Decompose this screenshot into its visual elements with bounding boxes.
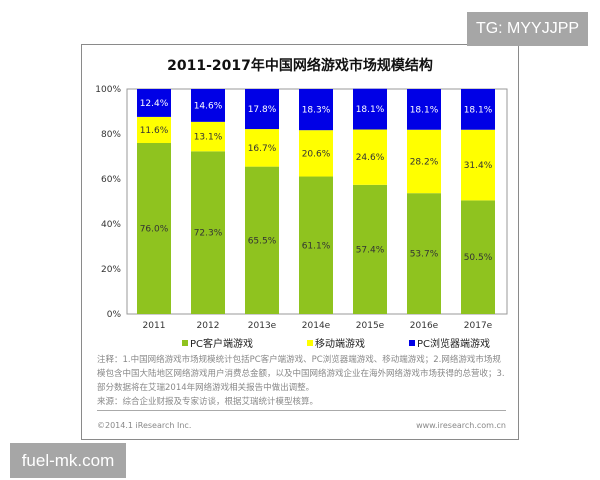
website-link[interactable]: www.iresearch.com.cn	[416, 421, 506, 430]
x-tick-label: 2012	[197, 321, 220, 331]
y-tick-label: 40%	[101, 220, 121, 230]
bar-segment	[407, 89, 441, 130]
data-label: 72.3%	[194, 229, 223, 239]
bar-segment	[191, 89, 225, 122]
x-tick-label: 2017e	[464, 321, 493, 331]
bar-segment	[299, 89, 333, 131]
x-tick-label: 2013e	[248, 321, 277, 331]
data-label: 12.4%	[140, 99, 169, 109]
bar-segment	[407, 193, 441, 314]
divider	[97, 410, 506, 411]
data-label: 65.5%	[248, 236, 277, 246]
bar-segment	[299, 176, 333, 314]
bar-segment	[353, 129, 387, 185]
legend-item-pc-client: PC客户端游戏	[182, 335, 253, 350]
copyright: ©2014.1 iResearch Inc.	[97, 421, 192, 430]
y-tick-label: 100%	[95, 85, 121, 95]
data-label: 16.7%	[248, 144, 277, 154]
bar-segment	[353, 88, 387, 130]
bar-segment	[137, 143, 171, 314]
data-label: 50.5%	[464, 253, 493, 263]
bar-segment	[191, 151, 225, 314]
x-tick-label: 2014e	[302, 321, 331, 331]
data-label: 13.1%	[194, 133, 223, 143]
bar-segment	[299, 130, 333, 177]
legend-swatch	[182, 339, 188, 346]
legend-label: PC浏览器端游戏	[417, 339, 491, 350]
bar-segment	[137, 116, 171, 143]
data-label: 61.1%	[302, 241, 331, 251]
bar-segment	[191, 121, 225, 152]
data-label: 18.3%	[302, 106, 331, 116]
bar-segment	[461, 200, 495, 314]
watermark-tg: TG: MYYJJPP	[467, 12, 588, 46]
data-label: 18.1%	[410, 105, 439, 115]
watermark-site: fuel-mk.com	[10, 443, 126, 478]
legend-item-pc-browser: PC浏览器端游戏	[409, 335, 490, 350]
notes: 注释：1.中国网络游戏市场规模统计包括PC客户端游戏、PC浏览器端游戏、移动端游…	[97, 353, 506, 409]
legend-label: PC客户端游戏	[190, 339, 254, 350]
source-text: 来源：综合企业财报及专家访谈，根据艾瑞统计模型核算。	[97, 397, 319, 407]
data-label: 18.1%	[356, 105, 385, 115]
chart-plot: 0% 20% 40% 60% 80% 100% 76.0% 11.6% 12.4% 2011 72.…	[95, 85, 508, 331]
data-label: 76.0%	[140, 225, 169, 235]
y-tick-label: 80%	[101, 130, 121, 140]
bar-segment	[461, 89, 495, 130]
note-text: 注释：1.中国网络游戏市场规模统计包括PC客户端游戏、PC浏览器端游戏、移动端游…	[97, 355, 505, 393]
data-label: 14.6%	[194, 101, 223, 111]
bar-segment	[407, 129, 441, 194]
y-tick-label: 0%	[107, 310, 122, 320]
bar-segment	[245, 89, 279, 130]
bar-segment	[245, 166, 279, 314]
x-tick-label: 2011	[143, 321, 166, 331]
x-tick-label: 2015e	[356, 321, 385, 331]
legend-swatch	[409, 339, 415, 346]
data-label: 11.6%	[140, 126, 169, 136]
data-label: 57.4%	[356, 245, 385, 255]
bar-segment	[353, 184, 387, 314]
data-label: 20.6%	[302, 149, 331, 159]
chart-card: 2011-2017年中国网络游戏市场规模结构 0% 20% 40% 60% 80% 100…	[81, 44, 519, 440]
y-tick-label: 60%	[101, 175, 121, 185]
legend-swatch	[307, 339, 313, 346]
chart-title: 2011-2017年中国网络游戏市场规模结构	[167, 58, 433, 74]
x-tick-label: 2016e	[410, 321, 439, 331]
data-label: 31.4%	[464, 161, 493, 171]
legend-label: 移动端游戏	[315, 339, 365, 350]
y-tick-label: 20%	[101, 265, 121, 275]
bar-segment	[137, 89, 171, 117]
legend-item-mobile: 移动端游戏	[307, 335, 365, 350]
data-label: 17.8%	[248, 105, 277, 115]
data-label: 28.2%	[410, 157, 439, 167]
data-label: 18.1%	[464, 105, 493, 115]
bar-segment	[461, 129, 495, 201]
data-label: 24.6%	[356, 153, 385, 163]
data-label: 53.7%	[410, 250, 439, 260]
bar-segment	[245, 129, 279, 167]
